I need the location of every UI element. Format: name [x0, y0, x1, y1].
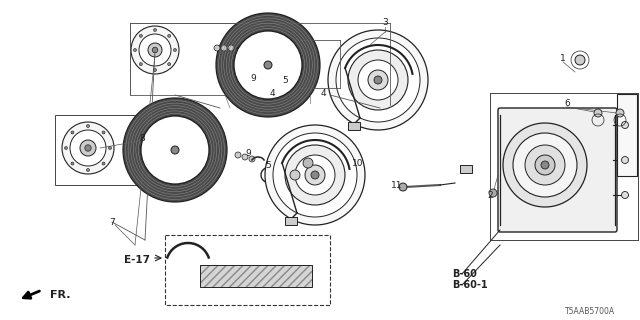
Circle shape	[168, 34, 171, 37]
FancyBboxPatch shape	[617, 94, 637, 176]
Circle shape	[141, 116, 209, 184]
Circle shape	[131, 26, 179, 74]
Circle shape	[123, 98, 227, 202]
Circle shape	[303, 158, 313, 168]
Circle shape	[154, 28, 157, 31]
Circle shape	[242, 154, 248, 160]
Circle shape	[85, 145, 92, 151]
Circle shape	[290, 170, 300, 180]
Circle shape	[62, 122, 114, 174]
Text: 5: 5	[282, 76, 288, 84]
Circle shape	[264, 61, 272, 69]
Circle shape	[139, 34, 171, 66]
Circle shape	[594, 109, 602, 117]
Circle shape	[621, 156, 628, 164]
Circle shape	[140, 63, 142, 66]
Circle shape	[295, 155, 335, 195]
Circle shape	[168, 63, 171, 66]
Circle shape	[399, 183, 407, 191]
Circle shape	[258, 55, 278, 75]
Circle shape	[525, 145, 565, 185]
Text: 3: 3	[382, 18, 388, 27]
Circle shape	[246, 43, 290, 87]
Bar	[200, 265, 312, 287]
Text: 10: 10	[352, 158, 364, 167]
Bar	[165, 235, 330, 305]
Text: 2: 2	[487, 190, 493, 199]
Text: 4: 4	[269, 89, 275, 98]
Circle shape	[249, 156, 255, 162]
Text: 7: 7	[109, 218, 115, 227]
Circle shape	[336, 38, 420, 122]
Text: 9: 9	[250, 74, 256, 83]
Circle shape	[152, 47, 158, 53]
Circle shape	[171, 146, 179, 154]
Text: T5AAB5700A: T5AAB5700A	[565, 308, 615, 316]
Circle shape	[228, 45, 234, 51]
Circle shape	[71, 162, 74, 165]
Circle shape	[140, 34, 142, 37]
Circle shape	[489, 189, 497, 197]
Circle shape	[173, 49, 177, 52]
Circle shape	[216, 13, 320, 117]
Circle shape	[541, 161, 549, 169]
Circle shape	[285, 145, 345, 205]
Circle shape	[165, 140, 185, 160]
Circle shape	[535, 155, 555, 175]
FancyBboxPatch shape	[498, 108, 617, 232]
Circle shape	[234, 31, 302, 99]
Circle shape	[575, 55, 585, 65]
Circle shape	[86, 124, 90, 127]
Circle shape	[368, 70, 388, 90]
Circle shape	[153, 128, 197, 172]
Circle shape	[102, 131, 105, 134]
Bar	[348, 122, 360, 130]
Bar	[200, 265, 312, 287]
Circle shape	[503, 123, 587, 207]
Circle shape	[154, 68, 157, 71]
Bar	[460, 165, 472, 173]
Circle shape	[621, 191, 628, 198]
Text: 9: 9	[245, 148, 251, 157]
Circle shape	[328, 30, 428, 130]
Circle shape	[621, 122, 628, 129]
Circle shape	[616, 109, 624, 117]
Circle shape	[234, 31, 302, 99]
Circle shape	[348, 50, 408, 110]
Circle shape	[513, 133, 577, 197]
Circle shape	[65, 147, 67, 149]
Circle shape	[214, 45, 220, 51]
Text: E-17: E-17	[124, 255, 150, 265]
Circle shape	[86, 169, 90, 172]
Circle shape	[70, 130, 106, 166]
Text: B-60-1: B-60-1	[452, 280, 488, 290]
Circle shape	[311, 171, 319, 179]
Circle shape	[305, 165, 325, 185]
Circle shape	[265, 125, 365, 225]
Text: 4: 4	[320, 89, 326, 98]
Circle shape	[148, 43, 162, 57]
Text: B-60: B-60	[452, 269, 477, 279]
Circle shape	[358, 60, 398, 100]
Circle shape	[298, 153, 318, 173]
Text: 11: 11	[391, 180, 403, 189]
Circle shape	[374, 76, 382, 84]
Circle shape	[80, 140, 96, 156]
Circle shape	[102, 162, 105, 165]
Circle shape	[71, 131, 74, 134]
Text: 6: 6	[564, 99, 570, 108]
Circle shape	[235, 152, 241, 158]
Circle shape	[141, 116, 209, 184]
Text: 1: 1	[560, 53, 566, 62]
Text: 8: 8	[139, 133, 145, 142]
Circle shape	[273, 133, 357, 217]
Bar	[285, 217, 297, 225]
Text: 5: 5	[265, 161, 271, 170]
Circle shape	[221, 45, 227, 51]
Text: FR.: FR.	[50, 290, 70, 300]
Circle shape	[109, 147, 111, 149]
Circle shape	[134, 49, 136, 52]
